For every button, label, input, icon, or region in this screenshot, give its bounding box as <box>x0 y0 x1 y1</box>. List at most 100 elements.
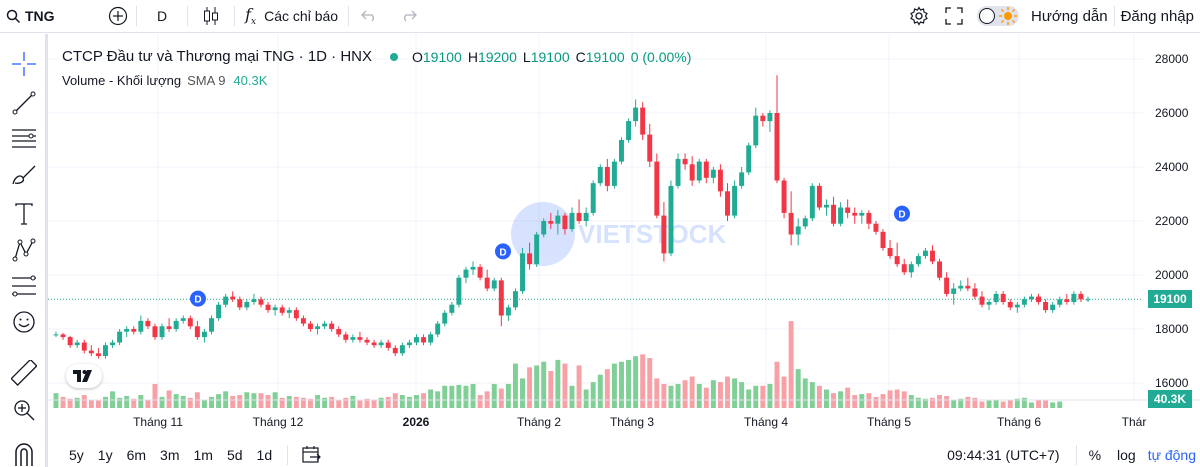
candle-body <box>1000 293 1006 302</box>
candle-body <box>343 334 349 340</box>
volume-bar <box>647 358 653 408</box>
volume-bar <box>449 385 455 408</box>
fib-tool[interactable] <box>10 124 38 152</box>
projection-icon <box>12 275 36 297</box>
range-button-1y[interactable]: 1y <box>97 446 113 463</box>
brush-tool[interactable] <box>10 162 38 190</box>
range-button-5d[interactable]: 5d <box>226 446 243 463</box>
candle-body <box>230 296 236 300</box>
date-range-button[interactable] <box>296 445 328 465</box>
undo-button[interactable] <box>349 0 389 33</box>
volume-bar <box>421 393 427 408</box>
volume-bar <box>527 367 533 408</box>
candle-body <box>809 185 815 219</box>
chart-svg[interactable]: 28000 26000 24000 22000 20000 18000 16000 VIETS… <box>48 34 1200 434</box>
pattern-tool[interactable] <box>10 236 38 264</box>
zoom-tool[interactable] <box>10 396 38 424</box>
fib-lines-icon <box>12 129 36 148</box>
theme-toggle[interactable] <box>971 0 1025 33</box>
login-link[interactable]: Đăng nhập <box>1115 0 1200 33</box>
candle-body <box>505 307 511 316</box>
log-toggle[interactable]: log <box>1117 446 1136 463</box>
tv-logo-icon <box>73 370 92 382</box>
candle-body <box>414 337 419 343</box>
candle-body <box>915 256 921 265</box>
volume-bar <box>880 394 886 408</box>
measure-tool[interactable] <box>10 359 38 387</box>
candle-body <box>901 264 907 273</box>
candle-body <box>802 218 808 227</box>
price-tick-label: 16000 <box>1155 376 1189 390</box>
volume-bar <box>534 365 540 408</box>
magnet-icon <box>15 443 33 466</box>
candle-body <box>110 342 116 346</box>
magnet-tool[interactable] <box>10 440 38 467</box>
chart-type-button[interactable] <box>188 0 234 33</box>
candle-body <box>1064 299 1070 302</box>
candle-body <box>633 107 639 122</box>
volume-bar <box>569 385 575 408</box>
volume-bar <box>1057 401 1063 408</box>
candle-body <box>993 293 999 302</box>
interval-button[interactable]: D <box>137 0 187 33</box>
volume-bar <box>406 396 412 408</box>
candle-body <box>682 158 688 165</box>
volume-bar <box>958 398 964 408</box>
symbol-search[interactable]: TNG <box>0 0 100 33</box>
volume-bar <box>279 397 285 408</box>
volume-bar <box>442 385 448 408</box>
settings-button[interactable] <box>901 0 937 33</box>
range-button-3m[interactable]: 3m <box>160 446 180 463</box>
volume-bar <box>336 399 342 408</box>
brush-icon <box>12 165 36 185</box>
candle-body <box>930 250 935 262</box>
percent-toggle[interactable]: % <box>1088 446 1102 463</box>
range-button-1d[interactable]: 1d <box>256 446 273 463</box>
volume-bar <box>237 395 243 408</box>
crosshair-tool[interactable] <box>10 50 38 78</box>
candle-body <box>498 280 504 316</box>
current-price-tag: 19100 <box>1148 290 1192 308</box>
redo-button[interactable] <box>389 0 429 33</box>
guide-link[interactable]: Hướng dẫn <box>1025 0 1114 33</box>
range-button-5y[interactable]: 5y <box>69 446 84 463</box>
auto-scale-toggle[interactable]: tự động <box>1147 446 1196 463</box>
volume-bar <box>131 398 137 408</box>
candle-body <box>138 320 144 332</box>
divider <box>136 6 137 26</box>
prediction-tool[interactable] <box>10 272 38 300</box>
candle-body <box>1057 299 1063 305</box>
candle-body <box>463 269 469 278</box>
range-button-1m[interactable]: 1m <box>193 446 213 463</box>
sun-icon <box>999 7 1017 25</box>
compare-button[interactable] <box>100 0 136 33</box>
range-button-6m[interactable]: 6m <box>126 446 147 463</box>
interval-label: D <box>157 8 168 24</box>
tradingview-logo[interactable] <box>66 364 102 388</box>
text-tool[interactable] <box>10 200 38 228</box>
volume-bar <box>555 359 561 408</box>
volume-bar <box>717 382 723 408</box>
volume-bar <box>357 400 363 408</box>
volume-bar <box>626 359 632 408</box>
crosshair-icon <box>12 52 36 76</box>
volume-bar <box>60 396 66 408</box>
fullscreen-button[interactable] <box>937 0 971 33</box>
trendline-tool[interactable] <box>10 89 38 117</box>
chart-area[interactable]: 28000 26000 24000 22000 20000 18000 16000 VIETS… <box>48 34 1200 434</box>
symbol-label: TNG <box>25 8 55 24</box>
volume-bar <box>774 361 780 408</box>
volume-bar <box>866 393 872 408</box>
emoji-tool[interactable] <box>10 308 38 336</box>
indicators-button[interactable]: fx Các chỉ báo <box>235 0 348 33</box>
candle-body <box>378 342 384 346</box>
candle-body <box>979 296 985 305</box>
volume-bar <box>498 388 504 408</box>
candle-body <box>520 253 525 292</box>
clock-label[interactable]: 09:44:31 (UTC+7) <box>947 446 1060 463</box>
volume-bar <box>67 398 73 408</box>
candle-body <box>194 326 200 338</box>
candle-body <box>95 353 101 356</box>
volume-bar <box>350 395 356 408</box>
candle-body <box>159 326 165 338</box>
